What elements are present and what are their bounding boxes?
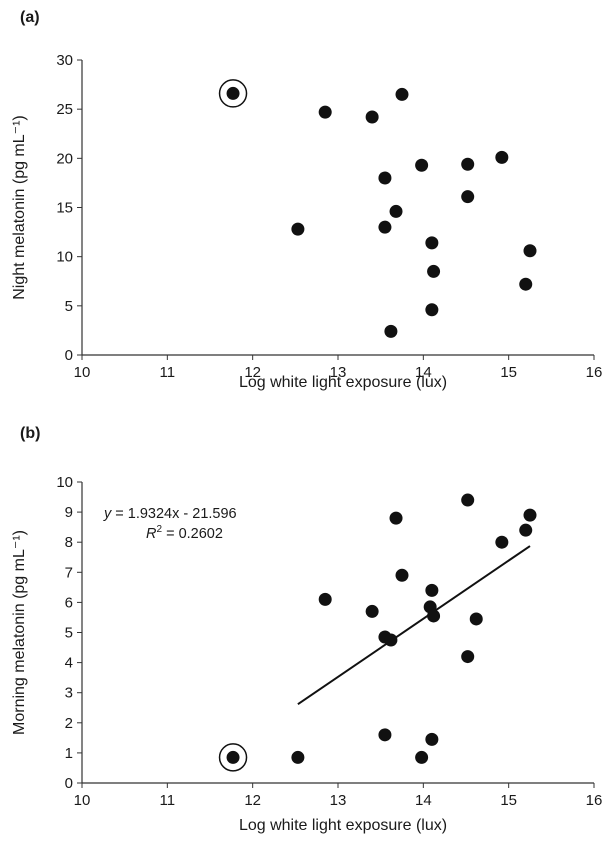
x-tick-label: 11 (160, 792, 176, 809)
y-tick-label: 3 (65, 685, 73, 702)
equation-y-symbol: y (103, 506, 112, 522)
y-tick-label: 0 (65, 347, 73, 364)
data-point (395, 568, 409, 582)
y-tick-label: 2 (65, 715, 73, 732)
x-tick-label: 16 (586, 364, 603, 381)
y-tick-label: 6 (65, 594, 73, 611)
data-point (519, 523, 533, 537)
chart-panel-a: (a) 10 11 12 13 14 15 16 0 5 10 15 20 25 30 Log white l… (11, 9, 602, 391)
data-point (523, 508, 537, 522)
y-tick-label: 20 (56, 150, 73, 167)
panel-label: (b) (20, 425, 40, 442)
data-point (523, 244, 537, 258)
x-tick-label: 15 (500, 364, 517, 381)
data-point (378, 220, 392, 234)
data-point (226, 750, 240, 764)
y-axis-title: Morning melatonin (pg mL⁻¹) (11, 530, 28, 735)
data-point (461, 650, 475, 664)
data-point (469, 612, 483, 626)
data-point (461, 157, 475, 171)
data-point (425, 236, 439, 250)
y-tick-label: 9 (65, 504, 73, 521)
x-tick-label: 16 (586, 792, 603, 809)
r-squared: R2 = 0.2602 (146, 524, 223, 542)
data-point (425, 583, 439, 597)
data-point (389, 204, 403, 218)
y-tick-label: 10 (56, 249, 73, 266)
regression-equation: y = 1.9324x - 21.596 (103, 506, 237, 522)
data-point (291, 222, 305, 236)
data-point (384, 633, 398, 647)
data-point (318, 105, 332, 119)
data-point (378, 171, 392, 185)
equation-rhs: = 1.9324x - 21.596 (111, 506, 236, 522)
trendline (297, 545, 531, 706)
data-point (461, 190, 475, 204)
r2-symbol: R (146, 526, 157, 542)
y-tick-label: 8 (65, 534, 73, 551)
x-tick-label: 13 (330, 792, 347, 809)
data-point (495, 535, 509, 549)
data-point (226, 86, 240, 100)
y-tick-label: 15 (56, 200, 73, 217)
y-axis-title: Night melatonin (pg mL⁻¹) (11, 115, 28, 300)
y-tick-label: 5 (65, 298, 73, 315)
data-point (395, 87, 409, 101)
x-tick-label: 12 (244, 364, 261, 381)
x-axis-title: Log white light exposure (lux) (239, 374, 447, 391)
y-tick-label: 30 (56, 52, 73, 69)
outlier-ring (218, 743, 248, 772)
x-axis-title: Log white light exposure (lux) (239, 817, 447, 834)
x-tick-label: 11 (160, 364, 176, 381)
y-tick-label: 0 (65, 775, 73, 792)
outlier-ring (218, 79, 248, 108)
data-point (495, 150, 509, 164)
data-point (365, 604, 379, 618)
data-point (425, 303, 439, 317)
x-tick-label: 12 (244, 792, 261, 809)
data-point (378, 728, 392, 742)
y-tick-label: 7 (65, 564, 73, 581)
y-tick-label: 1 (65, 745, 73, 762)
data-point (425, 732, 439, 746)
x-tick-label: 14 (415, 792, 432, 809)
y-tick-label: 5 (65, 625, 73, 642)
panel-label: (a) (20, 9, 40, 26)
data-point (415, 750, 429, 764)
x-tick-label: 10 (74, 792, 91, 809)
x-tick-label: 14 (415, 364, 432, 381)
data-point (318, 592, 332, 606)
x-tick-label: 10 (74, 364, 91, 381)
x-tick-label: 13 (330, 364, 347, 381)
r2-superscript: 2 (156, 524, 162, 535)
x-tick-label: 15 (500, 792, 517, 809)
data-point (461, 493, 475, 507)
data-point (415, 158, 429, 172)
data-point (389, 511, 403, 525)
data-point (384, 324, 398, 338)
data-point (519, 277, 533, 291)
y-tick-label: 4 (65, 655, 73, 672)
r2-value: = 0.2602 (162, 526, 223, 542)
data-point (427, 264, 441, 278)
data-point (427, 609, 441, 623)
data-point (291, 750, 305, 764)
y-tick-label: 25 (56, 101, 73, 118)
y-tick-label: 10 (56, 474, 73, 491)
data-point (365, 110, 379, 124)
